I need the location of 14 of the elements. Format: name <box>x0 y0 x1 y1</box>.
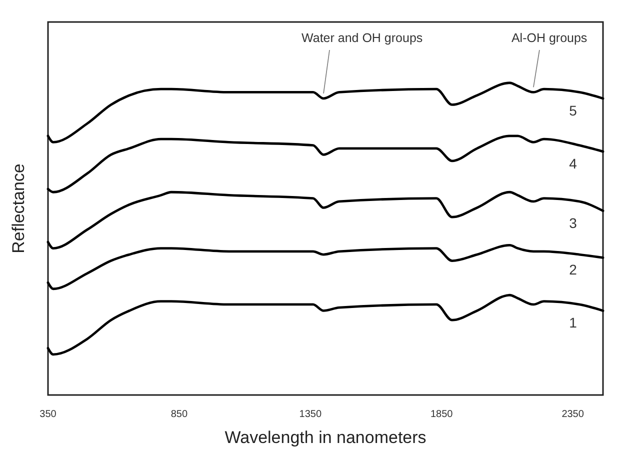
y-axis-title: Reflectance <box>9 164 28 254</box>
x-axis-title: Wavelength in nanometers <box>224 428 426 447</box>
series-label: 4 <box>569 156 578 172</box>
x-tick-label: 2350 <box>562 409 584 420</box>
x-tick-label: 350 <box>40 409 57 420</box>
series-label: 1 <box>569 314 578 331</box>
x-tick-label: 1850 <box>430 409 454 420</box>
series-label: 5 <box>569 102 578 118</box>
x-tick-label: 1350 <box>299 409 322 420</box>
annotation: Al-OH groups <box>511 31 588 45</box>
series-label: 2 <box>569 262 578 278</box>
series-label: 3 <box>569 214 578 231</box>
x-tick-label: 850 <box>170 409 188 420</box>
annotation: Water and OH groups <box>302 31 423 45</box>
